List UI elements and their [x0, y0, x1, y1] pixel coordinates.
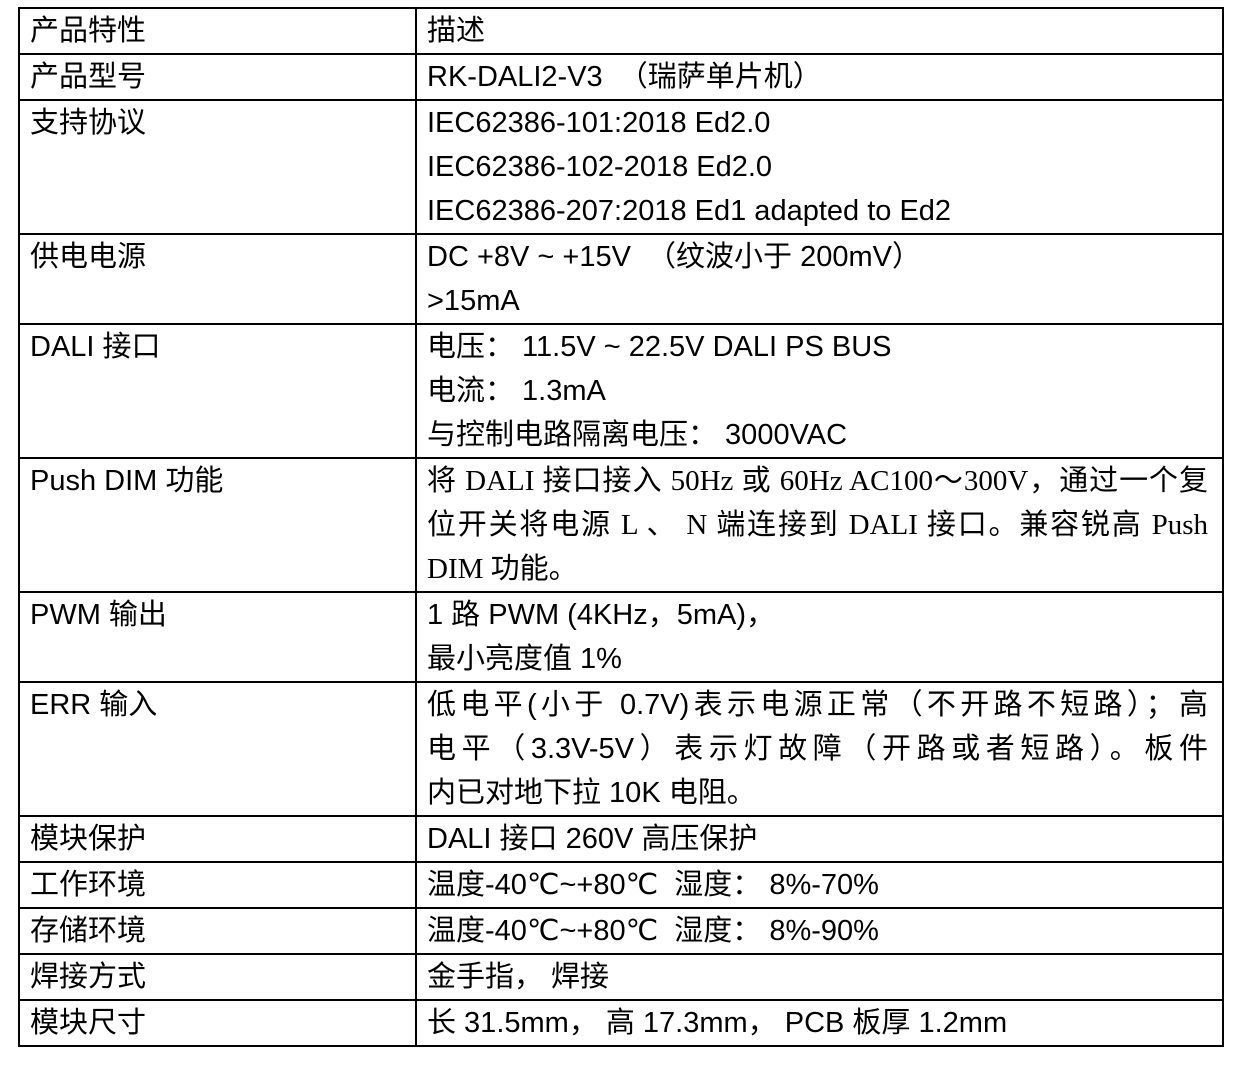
table-row: Push DIM 功能 将 DALI 接口接入 50Hz 或 60Hz AC10…	[18, 457, 1224, 593]
description-cell: 将 DALI 接口接入 50Hz 或 60Hz AC100～300V，通过一个复…	[415, 457, 1224, 593]
description-line: 长 31.5mm， 高 17.3mm， PCB 板厚 1.2mm	[427, 1007, 1008, 1039]
description-line: 与控制电路隔离电压： 3000VAC	[427, 419, 848, 451]
feature-cell: 产品型号	[18, 53, 417, 101]
table-row: ERR 输入 低电平(小于 0.7V)表示电源正常（不开路不短路）；高 电平（3.…	[18, 681, 1224, 817]
feature-cell: 工作环境	[18, 861, 417, 909]
table-row: DALI 接口 电压： 11.5V ~ 22.5V DALI PS BUS 电流：…	[18, 323, 1224, 459]
description-line: DALI 接口 260V 高压保护	[427, 823, 758, 855]
table-row: 支持协议 IEC62386-101:2018 Ed2.0 IEC62386-102…	[18, 99, 1224, 235]
header-description: 描述	[415, 7, 1224, 55]
description-line: 内已对地下拉 10K 电阻。	[427, 777, 756, 809]
description-cell: DALI 接口 260V 高压保护	[415, 815, 1224, 863]
feature-cell: 供电电源	[18, 233, 417, 325]
description-line: >15mA	[427, 285, 520, 317]
description-cell: RK-DALI2-V3 （瑞萨单片机）	[415, 53, 1224, 101]
table-header-row: 产品特性 描述	[18, 7, 1224, 55]
header-feature: 产品特性	[18, 7, 417, 55]
table-body: 产品型号 RK-DALI2-V3 （瑞萨单片机） 支持协议 IEC62386-1…	[18, 53, 1224, 1047]
table-row: 产品型号 RK-DALI2-V3 （瑞萨单片机）	[18, 53, 1224, 101]
description-line: IEC62386-101:2018 Ed2.0	[427, 107, 771, 139]
description-cell: 温度-40℃~+80℃ 湿度： 8%-70%	[415, 861, 1224, 909]
description-line: 位开关将电源 L 、 N 端连接到 DALI 接口。兼容锐高 Push	[427, 509, 1208, 541]
feature-cell: Push DIM 功能	[18, 457, 417, 593]
description-line: 电压： 11.5V ~ 22.5V DALI PS BUS	[427, 331, 892, 363]
description-cell: 长 31.5mm， 高 17.3mm， PCB 板厚 1.2mm	[415, 999, 1224, 1047]
description-cell: 低电平(小于 0.7V)表示电源正常（不开路不短路）；高 电平（3.3V-5V）表…	[415, 681, 1224, 817]
description-line: RK-DALI2-V3 （瑞萨单片机）	[427, 61, 822, 93]
table-row: 模块尺寸 长 31.5mm， 高 17.3mm， PCB 板厚 1.2mm	[18, 999, 1224, 1047]
feature-cell: 焊接方式	[18, 953, 417, 1001]
description-cell: DC +8V ~ +15V （纹波小于 200mV） >15mA	[415, 233, 1224, 325]
description-line: 电流： 1.3mA	[427, 375, 606, 407]
feature-cell: 支持协议	[18, 99, 417, 235]
description-line: DIM 功能。	[427, 553, 578, 585]
description-cell: 金手指， 焊接	[415, 953, 1224, 1001]
table-row: 供电电源 DC +8V ~ +15V （纹波小于 200mV） >15mA	[18, 233, 1224, 325]
feature-cell: 存储环境	[18, 907, 417, 955]
description-line: IEC62386-102-2018 Ed2.0	[427, 151, 773, 183]
description-line: 电平（3.3V-5V）表示灯故障（开路或者短路）。板件	[427, 733, 1208, 765]
feature-cell: 模块尺寸	[18, 999, 417, 1047]
description-line: IEC62386-207:2018 Ed1 adapted to Ed2	[427, 195, 952, 227]
description-line: 最小亮度值 1%	[427, 643, 622, 675]
description-cell: IEC62386-101:2018 Ed2.0 IEC62386-102-2018…	[415, 99, 1224, 235]
table-row: 工作环境 温度-40℃~+80℃ 湿度： 8%-70%	[18, 861, 1224, 909]
description-line: DC +8V ~ +15V （纹波小于 200mV）	[427, 241, 921, 273]
description-line: 将 DALI 接口接入 50Hz 或 60Hz AC100～300V，通过一个复	[427, 465, 1208, 497]
description-cell: 温度-40℃~+80℃ 湿度： 8%-90%	[415, 907, 1224, 955]
table-row: 焊接方式 金手指， 焊接	[18, 953, 1224, 1001]
description-line: 温度-40℃~+80℃ 湿度： 8%-70%	[427, 869, 879, 901]
description-line: 1 路 PWM (4KHz，5mA)，	[427, 599, 776, 631]
table-row: 模块保护 DALI 接口 260V 高压保护	[18, 815, 1224, 863]
feature-cell: 模块保护	[18, 815, 417, 863]
description-line: 金手指， 焊接	[427, 961, 610, 993]
table-row: 存储环境 温度-40℃~+80℃ 湿度： 8%-90%	[18, 907, 1224, 955]
table-row: PWM 输出 1 路 PWM (4KHz，5mA)， 最小亮度值 1%	[18, 591, 1224, 683]
feature-cell: PWM 输出	[18, 591, 417, 683]
description-cell: 1 路 PWM (4KHz，5mA)， 最小亮度值 1%	[415, 591, 1224, 683]
description-line: 低电平(小于 0.7V)表示电源正常（不开路不短路）；高	[427, 689, 1208, 721]
description-cell: 电压： 11.5V ~ 22.5V DALI PS BUS 电流： 1.3mA 与控…	[415, 323, 1224, 459]
feature-cell: DALI 接口	[18, 323, 417, 459]
product-spec-table: 产品特性 描述 产品型号 RK-DALI2-V3 （瑞萨单片机） 支持协议 IE…	[18, 7, 1224, 1047]
description-line: 温度-40℃~+80℃ 湿度： 8%-90%	[427, 915, 879, 947]
feature-cell: ERR 输入	[18, 681, 417, 817]
